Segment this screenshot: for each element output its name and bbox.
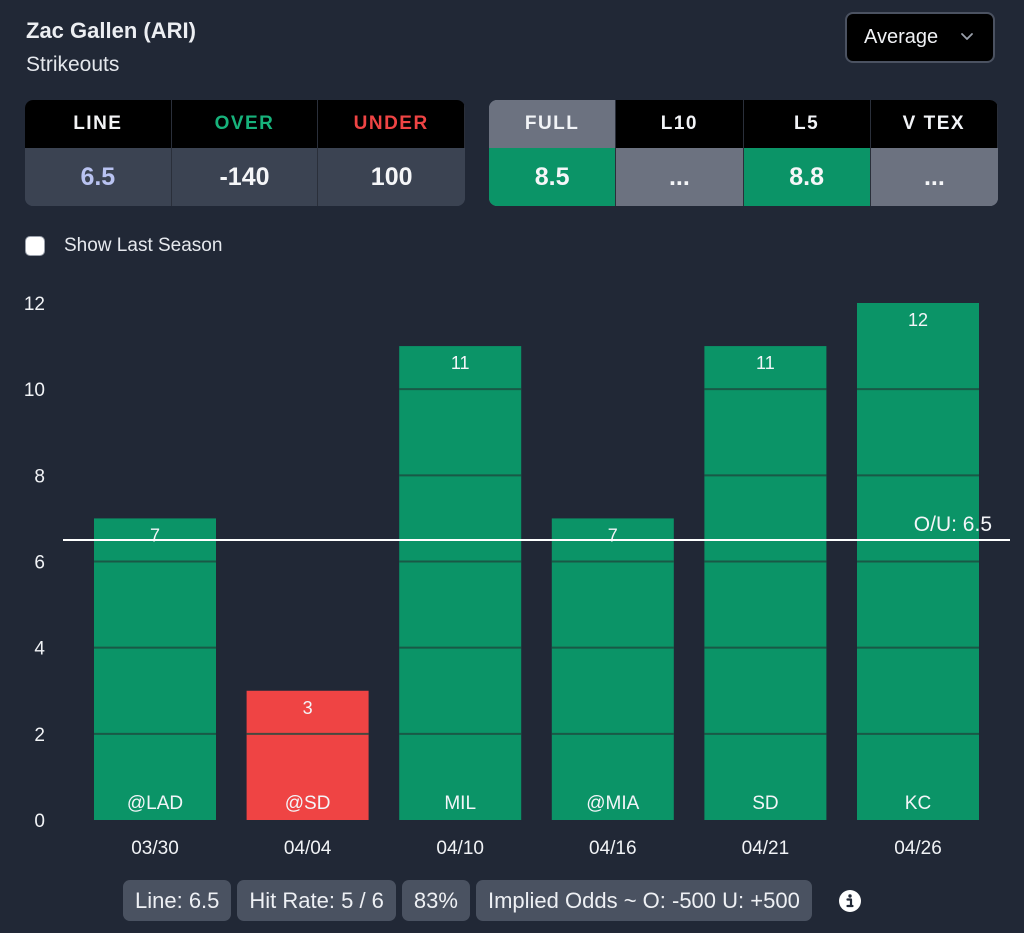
- odds-header-over: OVER: [171, 100, 319, 148]
- y-tick-label: 10: [24, 380, 45, 401]
- implied-odds-pill: Implied Odds ~ O: -500 U: +500: [475, 880, 812, 921]
- bar: [551, 518, 674, 820]
- hit-percent-pill: 83%: [401, 880, 470, 921]
- line-pill: Line: 6.5: [123, 880, 232, 921]
- bar-opponent-label: @LAD: [127, 793, 183, 814]
- show-last-season-label: Show Last Season: [64, 235, 223, 256]
- bar-value-label: 11: [756, 353, 775, 373]
- tab-l5[interactable]: L5: [743, 100, 871, 148]
- player-name: Zac Gallen (ARI): [26, 18, 196, 43]
- x-tick-label: 04/26: [894, 838, 942, 859]
- bar-opponent-label: @MIA: [586, 793, 639, 814]
- avg-value-l5: 8.8: [743, 148, 871, 206]
- x-tick-label: 04/21: [742, 838, 790, 859]
- show-last-season-checkbox[interactable]: [25, 236, 45, 256]
- tab-v-tex[interactable]: V TEX: [870, 100, 998, 148]
- y-tick-label: 6: [34, 553, 45, 574]
- x-tick-label: 04/10: [436, 838, 484, 859]
- y-tick-label: 8: [34, 466, 45, 487]
- avg-value-v-tex: ...: [870, 148, 998, 206]
- y-tick-label: 2: [34, 725, 45, 746]
- bar-value-label: 12: [908, 310, 928, 330]
- view-select-value: Average: [864, 26, 939, 48]
- bar-opponent-label: @SD: [285, 793, 331, 814]
- show-last-season-toggle[interactable]: Show Last Season: [25, 235, 222, 257]
- over-under-label: O/U: 6.5: [914, 513, 992, 536]
- odds-value-over: -140: [171, 148, 319, 206]
- bar-value-label: 11: [451, 353, 470, 373]
- bar-opponent-label: MIL: [444, 793, 476, 814]
- bar-opponent-label: KC: [905, 793, 931, 814]
- y-tick-label: 4: [34, 639, 45, 660]
- y-tick-label: 12: [24, 294, 45, 315]
- view-select[interactable]: Average: [845, 12, 995, 63]
- info-icon[interactable]: [838, 889, 862, 913]
- tab-full[interactable]: FULL: [489, 100, 617, 148]
- summary-row: Line: 6.5 Hit Rate: 5 / 6 83% Implied Od…: [123, 880, 862, 921]
- stat-type: Strikeouts: [26, 53, 120, 76]
- bar-value-label: 3: [303, 698, 313, 718]
- bar: [246, 690, 369, 820]
- x-tick-label: 04/04: [284, 838, 332, 859]
- odds-table: LINE OVER UNDER 6.5 -140 100: [25, 100, 465, 206]
- bar: [399, 346, 522, 820]
- odds-value-under: 100: [318, 148, 465, 206]
- odds-value-line: 6.5: [25, 148, 172, 206]
- bar: [94, 518, 216, 820]
- bar-value-label: 7: [608, 525, 618, 545]
- bar-value-label: 7: [150, 525, 160, 545]
- chevron-down-icon: [961, 33, 973, 40]
- odds-header-line: LINE: [25, 100, 172, 148]
- averages-table: FULL L10 L5 V TEX 8.5 ... 8.8 ...: [489, 100, 998, 206]
- strikeouts-bar-chart: 0 2 4 6 8 10 12 7 @LAD 03/30 3 @SD 04/04 11 MIL 04/10 7 @…: [24, 294, 1010, 859]
- odds-header-under: UNDER: [318, 100, 465, 148]
- x-tick-label: 04/16: [589, 838, 637, 859]
- hit-rate-pill: Hit Rate: 5 / 6: [237, 880, 396, 921]
- y-tick-label: 0: [34, 811, 45, 832]
- bar-opponent-label: SD: [752, 793, 778, 814]
- bar: [704, 346, 827, 820]
- avg-value-full: 8.5: [489, 148, 617, 206]
- avg-value-l10: ...: [616, 148, 744, 206]
- tab-l10[interactable]: L10: [616, 100, 744, 148]
- x-tick-label: 03/30: [131, 838, 179, 859]
